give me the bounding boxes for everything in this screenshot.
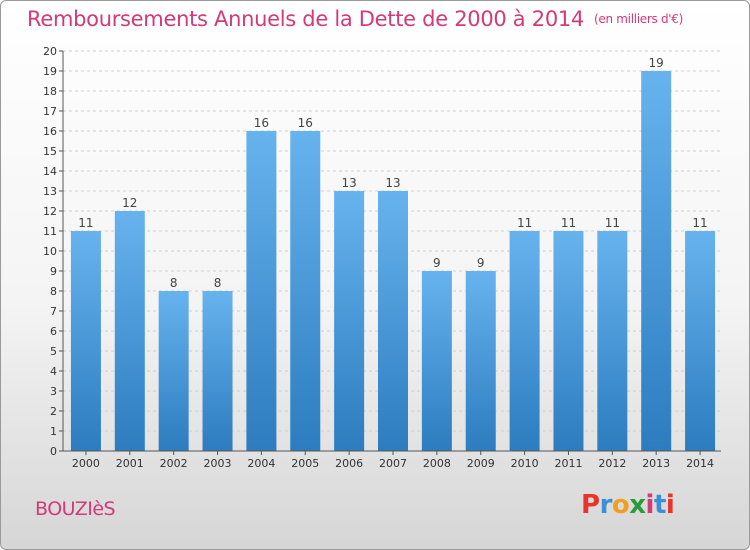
- bar: [290, 131, 321, 451]
- y-tick-label: 1: [50, 425, 57, 438]
- bar: [465, 271, 496, 451]
- data-label: 11: [517, 216, 532, 230]
- y-tick-label: 0: [50, 445, 57, 458]
- y-tick-label: 6: [50, 325, 57, 338]
- logo-letter: i: [665, 490, 675, 520]
- x-tick-label: 2004: [247, 457, 275, 470]
- x-tick-label: 2010: [511, 457, 539, 470]
- logo-letter: r: [599, 490, 613, 520]
- logo-letter: t: [653, 490, 666, 520]
- data-label: 11: [692, 216, 707, 230]
- data-label: 8: [214, 276, 222, 290]
- y-tick-label: 4: [50, 365, 57, 378]
- bar: [509, 231, 540, 451]
- logo-letter: o: [611, 490, 630, 520]
- bar: [421, 271, 452, 451]
- data-label: 9: [433, 256, 441, 270]
- x-tick-label: 2008: [423, 457, 451, 470]
- y-tick-label: 15: [43, 145, 57, 158]
- y-tick-label: 11: [43, 225, 57, 238]
- data-label: 12: [122, 196, 137, 210]
- town-name: BOUZIèS: [35, 498, 116, 520]
- data-label: 16: [298, 116, 313, 130]
- bar: [202, 291, 233, 451]
- data-label: 11: [561, 216, 576, 230]
- y-tick-label: 10: [43, 245, 57, 258]
- bar: [70, 231, 101, 451]
- bar: [685, 231, 716, 451]
- y-tick-label: 14: [43, 165, 57, 178]
- data-label: 11: [78, 216, 93, 230]
- y-tick-label: 20: [43, 45, 57, 58]
- logo-letter: i: [645, 490, 655, 520]
- x-tick-label: 2014: [686, 457, 714, 470]
- data-label: 11: [605, 216, 620, 230]
- y-tick-label: 12: [43, 205, 57, 218]
- x-tick-label: 2001: [116, 457, 144, 470]
- bar: [641, 71, 672, 451]
- y-tick-label: 2: [50, 405, 57, 418]
- x-tick-label: 2012: [598, 457, 626, 470]
- y-tick-label: 16: [43, 125, 57, 138]
- y-tick-label: 19: [43, 65, 57, 78]
- y-tick-label: 18: [43, 85, 57, 98]
- logo-letter: x: [629, 490, 646, 520]
- data-label: 8: [170, 276, 178, 290]
- bar: [378, 191, 408, 451]
- y-tick-label: 9: [50, 265, 57, 278]
- x-tick-label: 2007: [379, 457, 407, 470]
- bar: [246, 131, 277, 451]
- y-tick-label: 13: [43, 185, 57, 198]
- x-tick-label: 2013: [642, 457, 670, 470]
- x-tick-label: 2006: [335, 457, 363, 470]
- x-tick-label: 2003: [204, 457, 232, 470]
- data-label: 13: [341, 176, 356, 190]
- bar: [597, 231, 628, 451]
- data-label: 9: [477, 256, 485, 270]
- y-tick-label: 8: [50, 285, 57, 298]
- x-tick-label: 2000: [72, 457, 100, 470]
- y-tick-label: 3: [50, 385, 57, 398]
- data-label: 19: [649, 56, 664, 70]
- y-tick-label: 17: [43, 105, 57, 118]
- x-tick-label: 2009: [467, 457, 495, 470]
- y-tick-label: 5: [50, 345, 57, 358]
- bar: [334, 191, 365, 451]
- x-tick-label: 2005: [291, 457, 319, 470]
- unit-label: (en milliers d'€): [594, 12, 684, 26]
- chart-title: Remboursements Annuels de la Dette de 20…: [27, 7, 683, 31]
- y-tick-label: 7: [50, 305, 57, 318]
- bar: [158, 291, 189, 451]
- data-label: 16: [254, 116, 269, 130]
- bar: [553, 231, 584, 451]
- data-label: 13: [385, 176, 400, 190]
- bar: [114, 211, 145, 451]
- title-text: Remboursements Annuels de la Dette de 20…: [27, 7, 584, 31]
- proxiti-logo: Proxiti: [581, 490, 675, 520]
- logo-letter: P: [581, 490, 600, 520]
- x-tick-label: 2002: [160, 457, 188, 470]
- x-tick-label: 2011: [554, 457, 582, 470]
